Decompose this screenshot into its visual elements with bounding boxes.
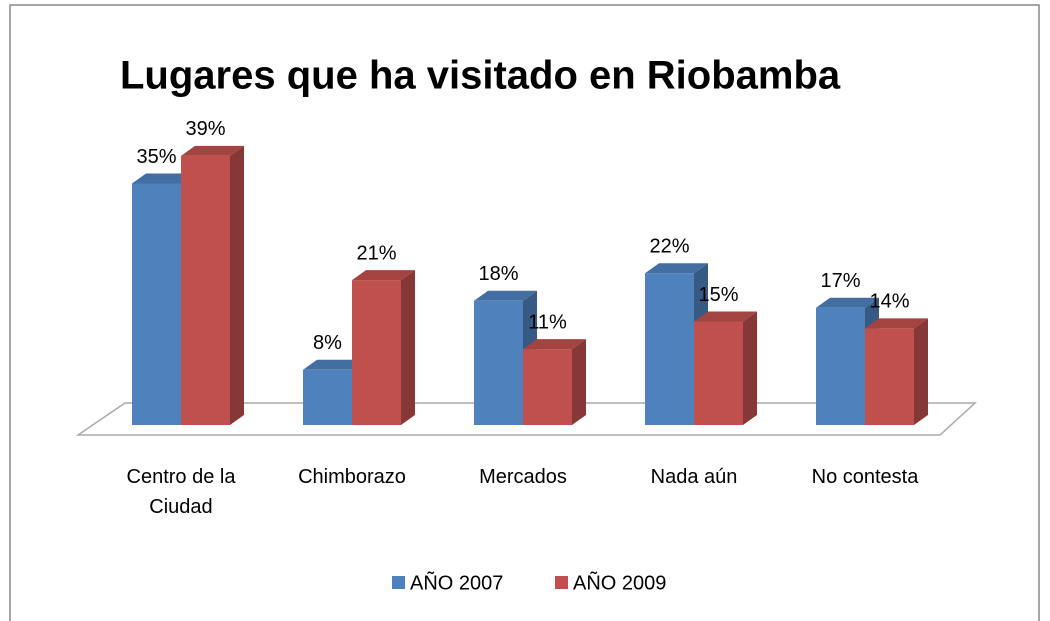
bar bbox=[181, 145, 244, 425]
x-tick-label: Mercados bbox=[479, 466, 567, 488]
bar-top bbox=[303, 359, 366, 370]
bar-top bbox=[523, 339, 586, 350]
bar-front bbox=[694, 321, 743, 425]
bar-top bbox=[352, 270, 415, 281]
bar-side bbox=[401, 270, 415, 425]
bar-top bbox=[645, 263, 708, 274]
bar-side bbox=[743, 311, 757, 425]
bar-front bbox=[303, 369, 352, 425]
bar-top bbox=[132, 173, 195, 184]
bar-front bbox=[132, 183, 181, 425]
value-label: 35% bbox=[136, 146, 176, 168]
bar-front bbox=[181, 155, 230, 425]
bar-front bbox=[474, 300, 523, 425]
bar bbox=[523, 339, 586, 425]
bar-front bbox=[816, 307, 865, 425]
bar bbox=[474, 290, 537, 425]
legend-swatch bbox=[392, 576, 405, 589]
x-tick-label: Chimborazo bbox=[298, 466, 406, 488]
x-tick-label: Nada aún bbox=[650, 466, 738, 488]
x-tick-label: Centro de la Ciudad bbox=[126, 466, 236, 518]
bar bbox=[865, 318, 928, 425]
bar-front bbox=[645, 273, 694, 425]
value-label: 15% bbox=[698, 284, 738, 306]
bar-side bbox=[914, 318, 928, 425]
x-tick-label: No contesta bbox=[811, 466, 919, 488]
bar-side bbox=[230, 145, 244, 425]
chart-title: Lugares que ha visitado en Riobamba bbox=[120, 54, 841, 98]
value-label: 14% bbox=[869, 291, 909, 313]
bar-top bbox=[474, 290, 537, 301]
bar-side bbox=[572, 339, 586, 425]
bar-front bbox=[523, 349, 572, 425]
value-label: 17% bbox=[820, 270, 860, 292]
legend-label: AÑO 2009 bbox=[573, 570, 666, 594]
bar-top bbox=[816, 297, 879, 308]
value-label: 11% bbox=[528, 311, 567, 333]
legend-swatch bbox=[555, 576, 568, 589]
bar-top bbox=[865, 318, 928, 329]
bar-top bbox=[181, 145, 244, 156]
bar bbox=[352, 270, 415, 425]
bar-front bbox=[352, 280, 401, 425]
value-label: 8% bbox=[313, 332, 342, 354]
bar bbox=[694, 311, 757, 425]
bar-front bbox=[865, 328, 914, 425]
legend-label: AÑO 2007 bbox=[410, 570, 503, 594]
value-label: 18% bbox=[478, 263, 518, 285]
value-label: 21% bbox=[356, 242, 396, 264]
value-label: 22% bbox=[649, 235, 689, 257]
value-label: 39% bbox=[185, 118, 225, 140]
bar-top bbox=[694, 311, 757, 322]
chart-frame bbox=[9, 4, 1040, 621]
